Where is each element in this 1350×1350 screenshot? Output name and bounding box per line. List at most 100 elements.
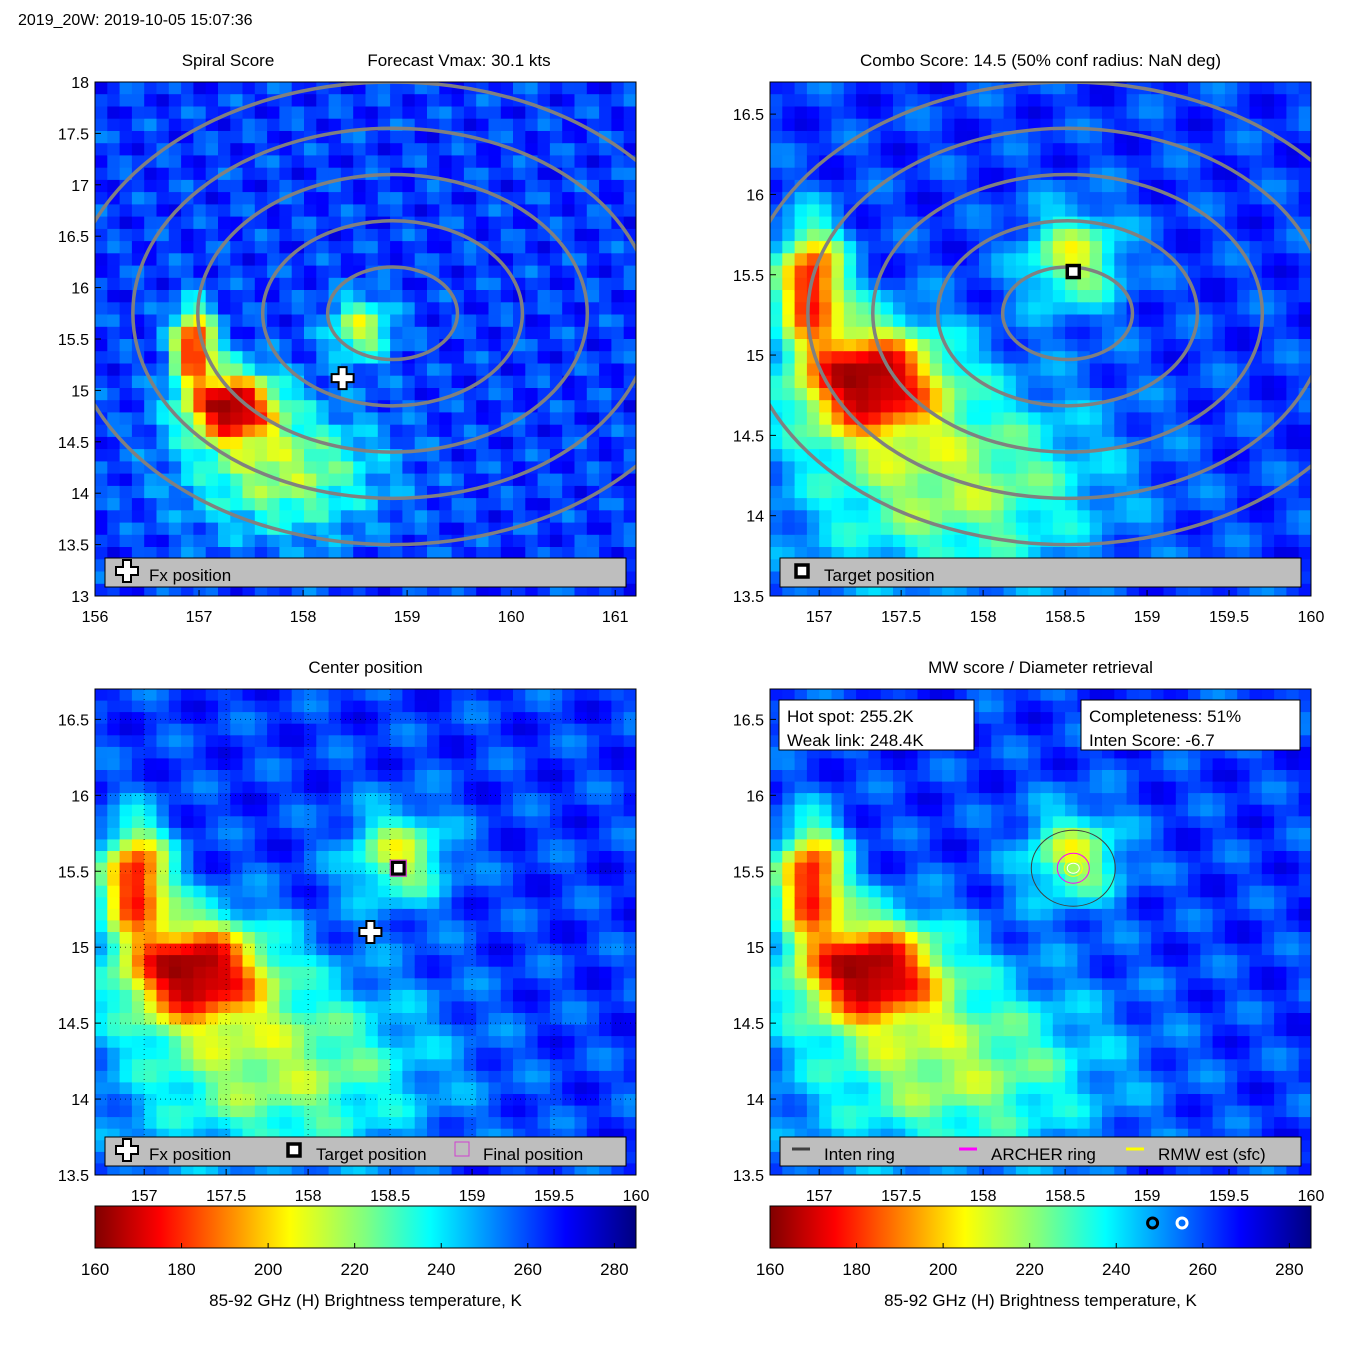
field-cell	[353, 204, 367, 218]
field-cell	[205, 781, 219, 794]
field-cell	[365, 874, 379, 887]
field-cell	[218, 547, 231, 560]
field-cell	[991, 155, 1005, 169]
field-cell	[402, 827, 416, 841]
field-cell	[205, 897, 219, 910]
field-cell	[414, 851, 428, 864]
field-cell	[107, 1070, 121, 1084]
field-cell	[390, 179, 403, 193]
field-cell	[979, 167, 992, 181]
field-cell	[599, 326, 612, 340]
field-cell	[340, 412, 354, 426]
field-cell	[340, 689, 354, 702]
field-cell	[316, 793, 330, 806]
field-cell	[843, 192, 857, 205]
field-cell	[843, 94, 857, 107]
field-cell	[1065, 253, 1078, 267]
field-cell	[218, 1163, 231, 1175]
field-cell	[168, 241, 182, 254]
field-cell	[1175, 339, 1189, 352]
field-cell	[230, 131, 244, 144]
field-cell	[205, 1163, 219, 1175]
field-cell	[353, 816, 367, 829]
field-cell	[770, 302, 783, 316]
field-cell	[377, 547, 391, 560]
field-cell	[929, 179, 943, 193]
field-cell	[95, 265, 108, 279]
field-cell	[156, 1013, 170, 1026]
field-cell	[893, 436, 906, 450]
field-cell	[427, 943, 440, 956]
field-cell	[1298, 559, 1311, 573]
field-cell	[107, 874, 121, 887]
field-cell	[353, 966, 367, 979]
field-cell	[525, 326, 539, 340]
field-cell	[377, 689, 391, 702]
field-cell	[942, 216, 955, 230]
field-cell	[1077, 388, 1091, 401]
field-cell	[806, 473, 820, 487]
field-cell	[843, 106, 857, 120]
field-cell	[316, 1013, 330, 1026]
field-cell	[242, 989, 256, 1003]
field-cell	[1065, 522, 1078, 536]
field-cell	[1151, 522, 1165, 536]
field-cell	[414, 131, 428, 144]
field-cell	[831, 106, 845, 120]
field-cell	[917, 253, 931, 267]
field-cell	[1212, 412, 1226, 426]
field-cell	[476, 510, 490, 524]
field-cell	[905, 485, 919, 499]
field-cell	[782, 412, 796, 426]
field-cell	[131, 485, 145, 499]
field-cell	[193, 770, 207, 783]
field-cell	[107, 375, 121, 389]
field-cell	[451, 155, 465, 169]
field-cell	[168, 989, 182, 1003]
field-cell	[316, 314, 330, 328]
field-cell	[463, 290, 477, 303]
field-cell	[316, 118, 330, 132]
field-cell	[291, 277, 305, 291]
field-cell	[1126, 265, 1140, 279]
field-cell	[267, 82, 280, 95]
field-cell	[353, 179, 367, 193]
field-cell	[95, 436, 108, 450]
field-cell	[377, 461, 391, 475]
field-cell	[377, 793, 391, 806]
field-cell	[304, 277, 317, 291]
field-cell	[340, 862, 354, 875]
field-cell	[782, 522, 796, 536]
field-cell	[205, 978, 219, 991]
field-cell	[574, 522, 588, 536]
field-cell	[1212, 473, 1226, 487]
field-cell	[1114, 106, 1128, 120]
field-cell	[599, 339, 612, 352]
field-cell	[1249, 155, 1263, 169]
field-cell	[144, 326, 158, 340]
field-cell	[168, 351, 182, 364]
field-cell	[181, 375, 194, 389]
field-cell	[1212, 192, 1226, 205]
field-cell	[562, 400, 576, 413]
field-cell	[328, 461, 342, 475]
field-cell	[794, 522, 808, 536]
field-cell	[929, 473, 943, 487]
field-cell	[1163, 179, 1177, 193]
field-cell	[242, 816, 256, 829]
field-cell	[205, 106, 219, 120]
field-cell	[549, 363, 563, 377]
field-cell	[304, 723, 317, 736]
field-cell	[131, 473, 145, 487]
field-cell	[439, 816, 453, 829]
field-cell	[1286, 228, 1300, 242]
field-cell	[819, 277, 833, 291]
field-cell	[328, 1024, 342, 1037]
field-cell	[193, 885, 207, 898]
field-cell	[131, 547, 145, 560]
field-cell	[390, 874, 403, 887]
field-cell	[1138, 204, 1152, 218]
field-cell	[328, 547, 342, 560]
field-cell	[304, 1070, 317, 1084]
field-cell	[1163, 265, 1177, 279]
